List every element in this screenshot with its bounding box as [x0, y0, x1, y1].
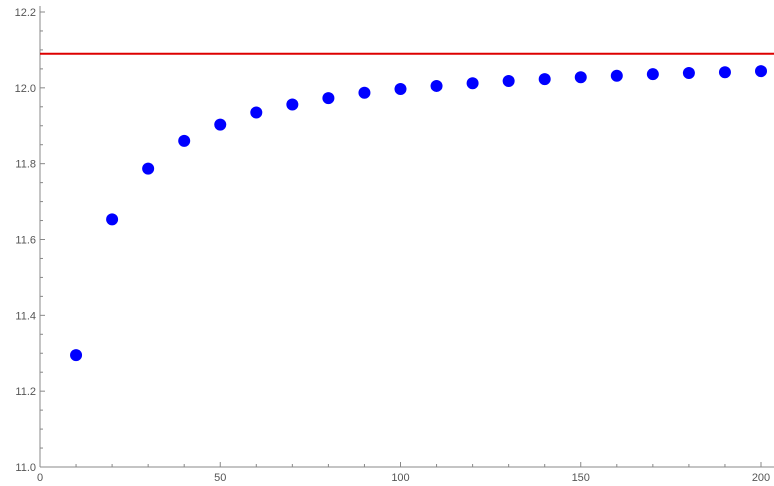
data-point: [358, 86, 371, 99]
data-point: [430, 79, 443, 92]
x-tick-label: 200: [752, 472, 770, 484]
x-tick-label: 0: [37, 472, 43, 484]
data-point: [610, 69, 623, 82]
data-point: [574, 71, 587, 84]
data-point: [466, 77, 479, 90]
axes: [39, 6, 774, 468]
data-point: [682, 67, 695, 80]
data-point: [394, 82, 407, 95]
y-tick-label: 11.4: [15, 310, 36, 322]
x-tick-label: 150: [572, 472, 590, 484]
y-tick-label: 11.8: [15, 159, 36, 171]
ticks: 0 50 100 150 200 11.0 11.2 11.4 11.6 11.8 12.0 12.2: [15, 7, 771, 484]
y-tick-label: 11.0: [15, 462, 36, 474]
data-point: [214, 118, 227, 131]
data-point: [538, 73, 551, 86]
data-point: [70, 349, 83, 362]
data-point: [286, 98, 299, 111]
data-point: [322, 92, 335, 105]
data-point: [106, 213, 119, 226]
data-point: [250, 106, 263, 119]
data-point: [178, 134, 191, 147]
data-point: [142, 162, 155, 175]
data-point: [755, 65, 767, 78]
data-point: [718, 66, 731, 79]
data-points: [70, 65, 767, 362]
y-tick-label: 11.6: [15, 235, 36, 247]
x-tick-label: 50: [214, 472, 226, 484]
y-tick-label: 12.2: [15, 7, 36, 19]
y-tick-label: 11.2: [15, 386, 36, 398]
data-point: [646, 68, 659, 81]
data-point: [502, 75, 515, 88]
y-tick-label: 12.0: [15, 83, 36, 95]
x-tick-label: 100: [391, 472, 409, 484]
